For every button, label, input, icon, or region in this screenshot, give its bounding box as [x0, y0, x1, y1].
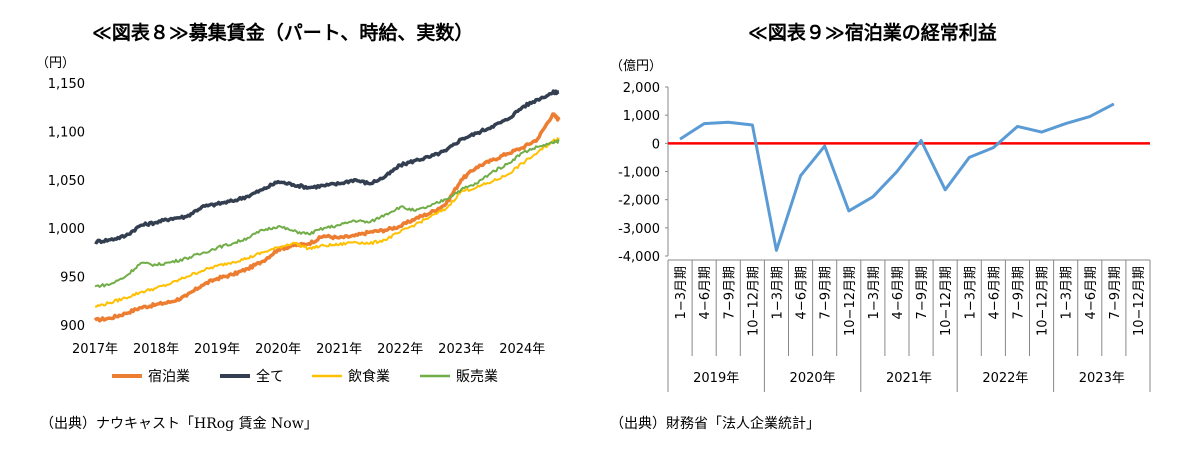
legend-label-3: 販売業: [456, 369, 498, 385]
x-tick-label: 2019年: [194, 342, 240, 357]
y-tick-label: 900: [60, 319, 85, 334]
x-category-label: 4−6月期: [1084, 266, 1099, 319]
legend-label-2: 飲食業: [348, 368, 390, 385]
y-tick-label: -3,000: [618, 222, 660, 237]
x-group-label: 2021年: [886, 371, 932, 386]
x-category-label: 1−3月期: [674, 266, 689, 319]
x-category-label: 7−9月期: [722, 266, 737, 319]
x-category-label: 7−9月期: [819, 266, 834, 319]
x-category-label: 7−9月期: [915, 266, 930, 319]
x-tick-label: 2021年: [316, 342, 362, 357]
y-tick-label: 1,000: [48, 222, 85, 237]
chart8-title: ≪図表８≫募集賃金（パート、時給、実数）: [92, 22, 474, 44]
x-group-label: 2019年: [693, 371, 739, 386]
series-line-2: [95, 137, 560, 308]
x-category-label: 10−12月期: [1036, 266, 1051, 336]
x-tick-label: 2017年: [72, 342, 118, 357]
x-tick-label: 2022年: [377, 342, 423, 357]
y-tick-label: 1,150: [48, 77, 85, 92]
chart9-source: （出典）財務省「法人企業統計」: [610, 416, 820, 432]
chart9-plot: 2,000 1,000 0 -1,000 -2,000 -3,000 -4,000 1−3月期…: [618, 81, 1151, 392]
x-category-label: 1−3月期: [963, 266, 978, 319]
x-group-label: 2023年: [1079, 371, 1125, 386]
y-tick-label: 1,000: [623, 109, 660, 124]
x-group-label: 2022年: [982, 371, 1028, 386]
series-line-3: [94, 139, 560, 288]
y-tick-label: -2,000: [618, 194, 660, 209]
legend-label-0: 宿泊業: [148, 368, 190, 385]
x-category-label: 1−3月期: [867, 266, 882, 319]
x-group-label: 2020年: [790, 371, 836, 386]
chart8-plot: 1,150 1,100 1,050 1,000 950 900 2017年 2018年 2019…: [48, 77, 561, 385]
x-tick-label: 2018年: [133, 342, 179, 357]
y-tick-label: 1,050: [48, 174, 85, 189]
chart9-title: ≪図表９≫宿泊業の経常利益: [748, 22, 997, 44]
series-line-0: [679, 102, 1115, 252]
y-tick-label: 0: [652, 137, 660, 152]
chart8-source: （出典）ナウキャスト「HRog 賃金 Now」: [40, 416, 318, 432]
x-category-label: 10−12月期: [939, 266, 954, 336]
chart8-unit: （円）: [36, 56, 76, 71]
x-category-label: 10−12月期: [746, 266, 761, 336]
x-tick-label: 2024年: [499, 342, 545, 357]
x-tick-label: 2020年: [255, 342, 301, 357]
chart9-unit: （億円）: [610, 59, 663, 74]
x-category-label: 1−3月期: [770, 266, 785, 319]
x-category-label: 4−6月期: [795, 266, 810, 319]
series-line-0: [93, 112, 561, 323]
series-line-1: [94, 89, 561, 245]
y-tick-label: -4,000: [618, 250, 660, 265]
x-category-label: 7−9月期: [1012, 266, 1027, 319]
x-category-label: 4−6月期: [698, 266, 713, 319]
x-category-label: 7−9月期: [1108, 266, 1123, 319]
x-category-label: 10−12月期: [1132, 266, 1147, 336]
x-tick-label: 2023年: [438, 342, 484, 357]
x-category-label: 10−12月期: [843, 266, 858, 336]
y-tick-label: -1,000: [618, 166, 660, 181]
x-category-label: 4−6月期: [891, 266, 906, 319]
y-tick-label: 2,000: [623, 81, 660, 96]
y-tick-label: 950: [60, 271, 85, 286]
legend-label-1: 全て: [256, 368, 284, 385]
y-tick-label: 1,100: [48, 125, 85, 140]
x-category-label: 4−6月期: [987, 266, 1002, 319]
x-category-label: 1−3月期: [1060, 266, 1075, 319]
